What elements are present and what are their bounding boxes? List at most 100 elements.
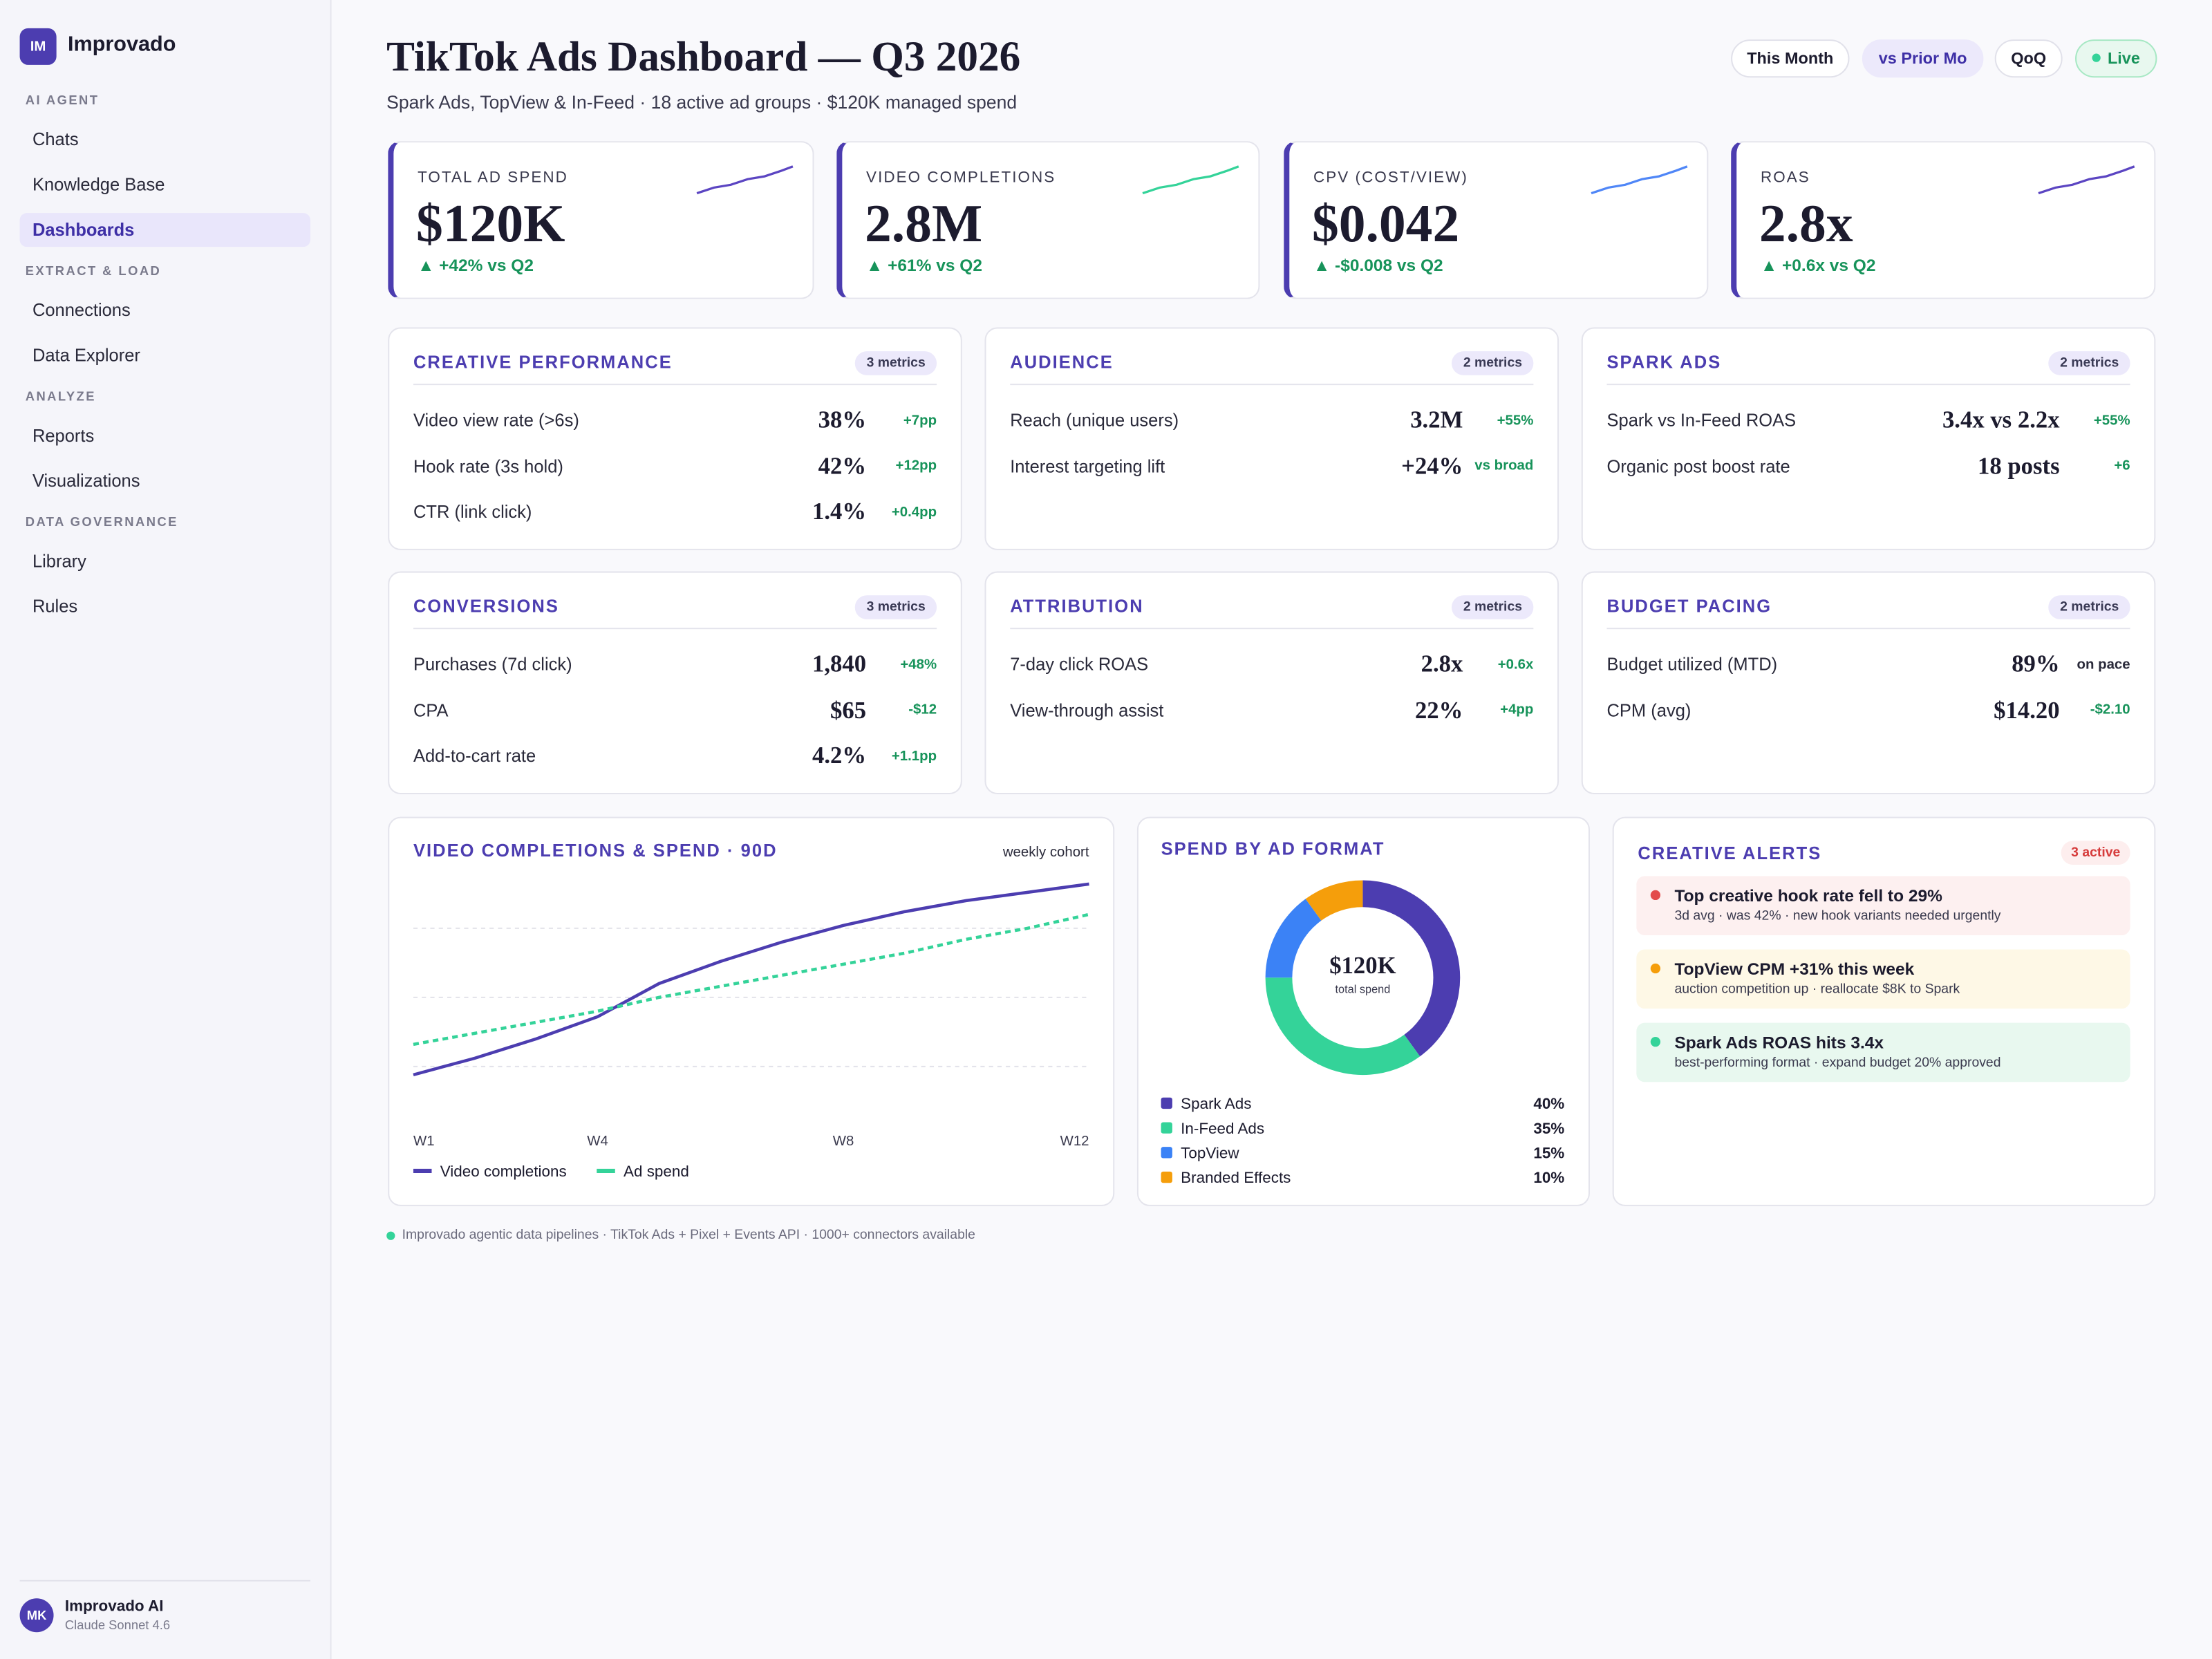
panel-badge: 2 metrics: [1452, 351, 1534, 375]
button-label: Live: [2107, 50, 2140, 68]
sparkline: [1142, 165, 1239, 195]
metric-delta: +4pp: [1500, 702, 1534, 718]
kpi-label: VIDEO COMPLETIONS: [866, 169, 1056, 187]
filter-button[interactable]: QoQ: [1994, 39, 2063, 78]
nav-section: DATA GOVERNANCE: [25, 514, 178, 529]
nav-item[interactable]: Visualizations: [32, 471, 140, 491]
alert-title: TopView CPM +31% this week: [1674, 959, 1915, 980]
filter-button[interactable]: vs Prior Mo: [1862, 39, 1984, 78]
series-line: [413, 882, 1089, 1077]
kpi-delta: ▲ +42% vs Q2: [418, 255, 534, 275]
alert-dot: [1650, 1036, 1661, 1047]
page-title: TikTok Ads Dashboard — Q3 2026: [386, 33, 1021, 81]
divider: [19, 1580, 310, 1582]
alert-detail: best-performing format · expand budget 2…: [1674, 1055, 2001, 1071]
metric-panel: CREATIVE PERFORMANCE 3 metrics Video view …: [388, 327, 962, 550]
kpi-label: TOTAL AD SPEND: [418, 169, 568, 187]
sparkline: [696, 165, 794, 195]
metric-row: Organic post boost rate 18 posts +6: [1606, 451, 2130, 482]
kpi-card: ROAS 2.8x ▲ +0.6x vs Q2: [1731, 141, 2156, 299]
alerts-card: CREATIVE ALERTS 3 active Top creative hook…: [1612, 816, 2156, 1206]
panel-title: SPARK ADS: [1606, 353, 1722, 373]
nav-item[interactable]: Connections: [32, 300, 131, 321]
button-label: This Month: [1747, 50, 1834, 68]
kpi-value: 2.8x: [1759, 194, 1853, 254]
nav-item[interactable]: Knowledge Base: [32, 175, 165, 195]
legend-label: Video completions: [440, 1163, 567, 1180]
avatar: MK: [19, 1598, 54, 1633]
kpi-delta: ▲ +0.6x vs Q2: [1760, 255, 1876, 275]
panel-divider: [413, 628, 937, 630]
nav-item[interactable]: Reports: [32, 426, 95, 446]
alert-detail: 3d avg · was 42% · new hook variants nee…: [1674, 908, 2001, 924]
metric-label: Spark vs In-Feed ROAS: [1606, 410, 1797, 431]
chart-title: SPEND BY AD FORMAT: [1161, 840, 1385, 859]
metric-label: Hook rate (3s hold): [413, 456, 563, 476]
nav-item[interactable]: Library: [32, 551, 86, 572]
panel-divider: [1606, 628, 2130, 630]
panel-divider: [413, 384, 937, 386]
metric-row: Reach (unique users) 3.2M +55%: [1010, 405, 1533, 436]
metric-delta: +7pp: [903, 412, 937, 429]
nav-item[interactable]: Data Explorer: [32, 345, 140, 366]
sparkline: [2038, 165, 2135, 195]
metric-row: CPM (avg) $14.20 -$2.10: [1606, 695, 2130, 726]
metric-delta: +0.6x: [1497, 656, 1534, 673]
metric-row: Add-to-cart rate 4.2% +1.1pp: [413, 740, 937, 771]
sparkline-path: [2038, 165, 2135, 195]
x-tick-label: W4: [587, 1134, 608, 1149]
metric-row: Hook rate (3s hold) 42% +12pp: [413, 451, 937, 482]
donut-segment: [1265, 977, 1421, 1076]
legend-swatch: [1161, 1122, 1172, 1134]
chart-title: VIDEO COMPLETIONS & SPEND · 90D: [413, 841, 778, 861]
metric-delta: +6: [2114, 458, 2130, 474]
nav-item[interactable]: Rules: [32, 597, 78, 617]
filter-button[interactable]: This Month: [1731, 39, 1850, 78]
user-name: Improvado AI: [64, 1598, 164, 1615]
alerts-badge: 3 active: [2061, 841, 2130, 865]
legend-label: Ad spend: [624, 1163, 689, 1180]
nav-section: EXTRACT & LOAD: [25, 263, 162, 279]
metric-label: CTR (link click): [413, 502, 532, 523]
metric-delta: -$2.10: [2090, 702, 2130, 718]
legend-label: Spark Ads: [1181, 1095, 1251, 1112]
metric-label: CPM (avg): [1606, 700, 1691, 720]
sparkline-path: [1591, 165, 1688, 195]
alert[interactable]: Top creative hook rate fell to 29% 3d avg…: [1636, 876, 2130, 936]
alert-dot: [1650, 963, 1661, 974]
metric-value: 1.4%: [812, 498, 867, 525]
metric-value: 89%: [2012, 650, 2060, 677]
nav-item[interactable]: Chats: [32, 129, 79, 150]
metric-value: 18 posts: [1978, 452, 2060, 479]
alert-title: Top creative hook rate fell to 29%: [1674, 885, 1942, 906]
metric-panel: BUDGET PACING 2 metrics Budget utilized (M…: [1581, 571, 2156, 794]
metric-delta: -$12: [908, 702, 937, 718]
filter-button[interactable]: Live: [2075, 39, 2157, 78]
kpi-value: $0.042: [1311, 194, 1460, 254]
brand: Improvado: [67, 32, 176, 57]
metric-value: 42%: [818, 452, 867, 479]
footer: Improvado agentic data pipelines · TikTo…: [402, 1227, 975, 1243]
metric-row: CTR (link click) 1.4% +0.4pp: [413, 496, 937, 527]
panel-title: CREATIVE PERFORMANCE: [413, 353, 673, 373]
alert[interactable]: Spark Ads ROAS hits 3.4x best-performing …: [1636, 1022, 2130, 1082]
metric-delta: +55%: [2093, 412, 2130, 429]
nav-item[interactable]: Dashboards: [19, 213, 310, 247]
metric-row: Budget utilized (MTD) 89% on pace: [1606, 649, 2130, 680]
metric-delta: +0.4pp: [891, 504, 937, 521]
alert[interactable]: TopView CPM +31% this week auction compet…: [1636, 949, 2130, 1009]
metric-value: 2.8x: [1421, 650, 1463, 677]
kpi-value: 2.8M: [865, 194, 983, 254]
metric-panel: ATTRIBUTION 2 metrics 7-day click ROAS 2.8x…: [984, 571, 1559, 794]
metric-value: +24%: [1401, 452, 1463, 479]
metric-panel: CONVERSIONS 3 metrics Purchases (7d click)…: [388, 571, 962, 794]
legend-swatch: [1161, 1097, 1172, 1109]
logo: IM: [19, 28, 57, 65]
donut-center-label: total spend: [1335, 984, 1391, 996]
alert-detail: auction competition up · reallocate $8K …: [1674, 982, 1960, 997]
kpi-value: $120K: [416, 194, 565, 254]
donut-segment: [1305, 880, 1363, 921]
panel-title: ATTRIBUTION: [1010, 597, 1144, 617]
